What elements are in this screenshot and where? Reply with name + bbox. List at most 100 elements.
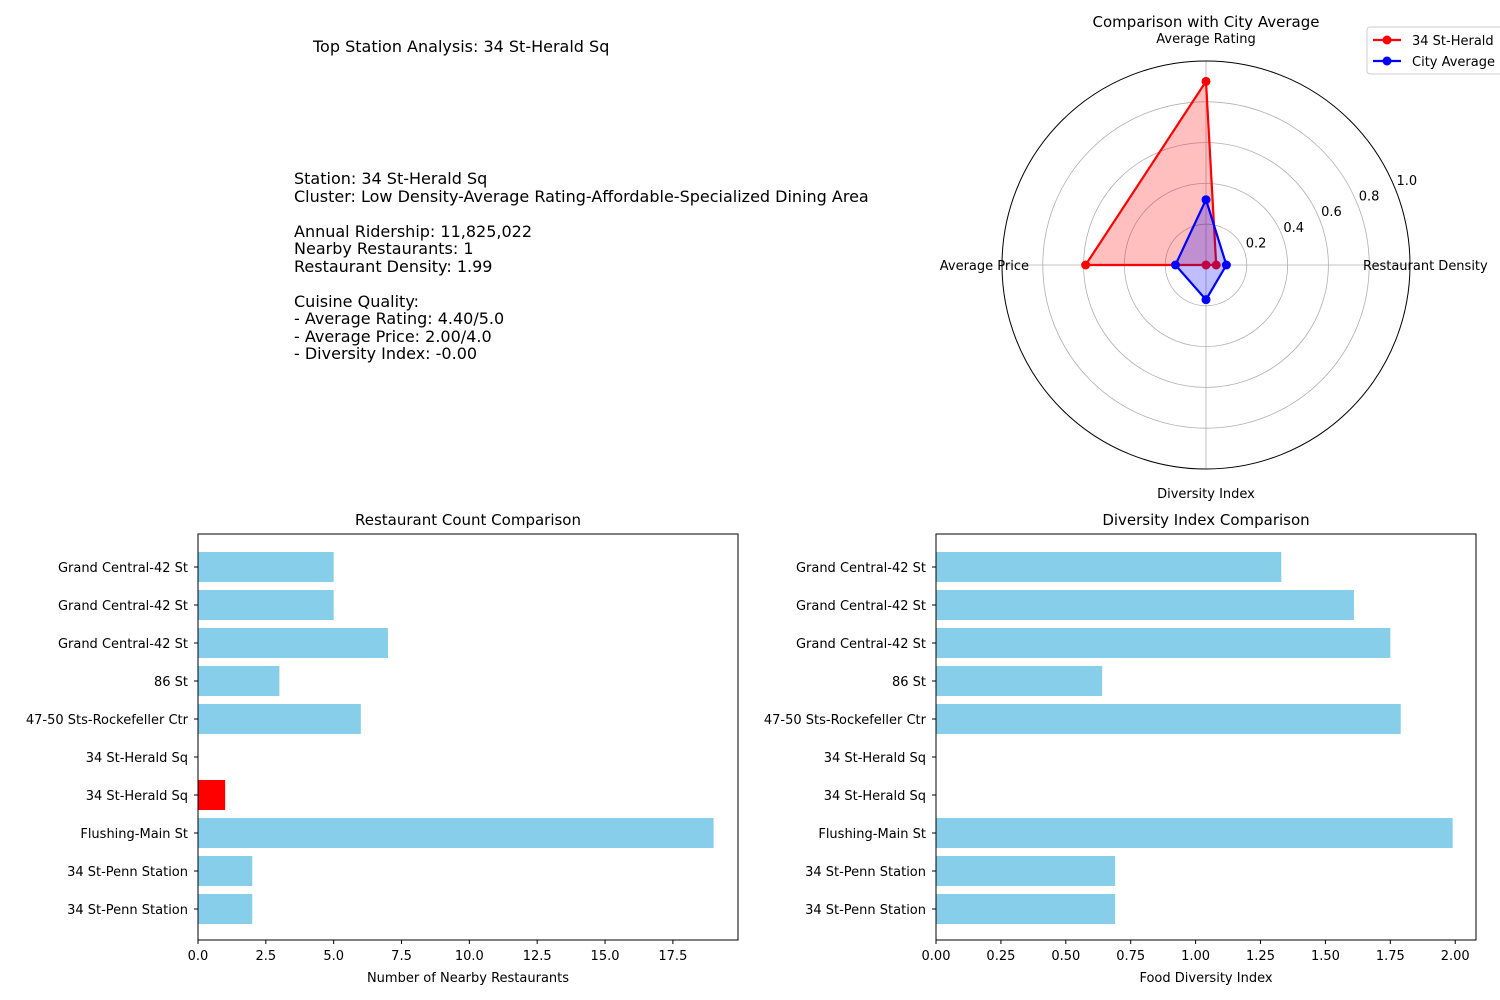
bar bbox=[936, 894, 1116, 924]
plot-frame bbox=[197, 533, 739, 941]
x-axis-label: Food Diversity Index bbox=[1139, 971, 1272, 986]
x-tick-label: 12.5 bbox=[523, 949, 552, 964]
radar-point bbox=[1201, 295, 1211, 305]
info-line: Annual Ridership: 11,825,022 bbox=[294, 221, 533, 241]
x-tick-label: 0.25 bbox=[986, 949, 1015, 964]
x-tick-label: 1.75 bbox=[1376, 949, 1405, 964]
radar-axis-label: Restaurant Density bbox=[1363, 259, 1488, 274]
x-tick-label: 2.5 bbox=[255, 949, 276, 964]
legend-marker bbox=[1382, 35, 1392, 45]
y-tick-label: 34 St-Penn Station bbox=[805, 865, 926, 880]
info-line: Cluster: Low Density-Average Rating-Affo… bbox=[294, 186, 869, 206]
y-tick-label: Grand Central-42 St bbox=[796, 561, 926, 576]
legend-label: 34 St-Herald bbox=[1412, 34, 1494, 49]
x-tick-label: 0.00 bbox=[922, 949, 951, 964]
y-tick-label: Grand Central-42 St bbox=[796, 637, 926, 652]
y-tick-label: 34 St-Herald Sq bbox=[824, 789, 926, 804]
info-line: Station: 34 St-Herald Sq bbox=[294, 169, 488, 188]
info-line: - Diversity Index: -0.00 bbox=[294, 344, 478, 363]
bar bbox=[936, 590, 1354, 620]
radar-point bbox=[1081, 260, 1091, 270]
x-tick-label: 7.5 bbox=[391, 949, 412, 964]
radar-point bbox=[1201, 195, 1211, 205]
radar-point bbox=[1201, 260, 1211, 270]
y-tick-label: 34 St-Penn Station bbox=[805, 903, 926, 918]
x-tick-label: 10.0 bbox=[455, 949, 484, 964]
bar bbox=[936, 818, 1453, 848]
bar bbox=[198, 552, 334, 582]
bar bbox=[936, 628, 1391, 658]
legend-marker bbox=[1382, 56, 1392, 66]
y-tick-label: Flushing-Main St bbox=[80, 827, 188, 842]
radar-axis-label: Diversity Index bbox=[1157, 487, 1255, 502]
radar-tick-label: 0.6 bbox=[1321, 205, 1342, 220]
x-tick-label: 0.50 bbox=[1051, 949, 1080, 964]
y-tick-label: 34 St-Herald Sq bbox=[86, 789, 188, 804]
radar-legend: 34 St-Herald City Average bbox=[1366, 26, 1500, 75]
x-tick-label: 0.0 bbox=[188, 949, 209, 964]
bar bbox=[198, 780, 226, 810]
info-title: Top Station Analysis: 34 St-Herald Sq bbox=[313, 37, 610, 56]
y-tick-label: 34 St-Herald Sq bbox=[86, 751, 188, 766]
radar-point bbox=[1221, 260, 1231, 270]
radar-axis-label: Average Rating bbox=[1156, 32, 1255, 47]
y-tick-label: 34 St-Penn Station bbox=[67, 903, 188, 918]
x-tick-label: 17.5 bbox=[658, 949, 687, 964]
radar-point bbox=[1201, 76, 1211, 86]
y-tick-label: 34 St-Herald Sq bbox=[824, 751, 926, 766]
radar-tick-label: 0.4 bbox=[1283, 221, 1304, 236]
x-tick-label: 15.0 bbox=[591, 949, 620, 964]
x-tick-label: 1.50 bbox=[1311, 949, 1340, 964]
bar bbox=[198, 704, 361, 734]
info-line: Nearby Restaurants: 1 bbox=[294, 239, 474, 258]
bar bbox=[936, 552, 1282, 582]
y-tick-label: Grand Central-42 St bbox=[58, 561, 188, 576]
plot-frame bbox=[935, 533, 1477, 941]
bar bbox=[936, 666, 1103, 696]
x-tick-label: 5.0 bbox=[323, 949, 344, 964]
legend-label: City Average bbox=[1412, 55, 1495, 70]
x-tick-label: 2.00 bbox=[1441, 949, 1470, 964]
bar bbox=[198, 590, 334, 620]
radar-chart: 0.2 0.4 0.6 0.8 1.0 Restaurant Density Average… bbox=[940, 13, 1500, 502]
y-tick-label: Flushing-Main St bbox=[818, 827, 926, 842]
radar-axis-label: Average Price bbox=[940, 259, 1029, 274]
radar-tick-label: 0.8 bbox=[1359, 190, 1380, 205]
radar-point bbox=[1170, 260, 1180, 270]
radar-frame bbox=[1001, 60, 1411, 470]
x-tick-label: 1.00 bbox=[1181, 949, 1210, 964]
x-tick-label: 1.25 bbox=[1246, 949, 1275, 964]
info-line: - Average Rating: 4.40/5.0 bbox=[294, 309, 505, 328]
bar bbox=[198, 666, 280, 696]
diversity-index-chart: Grand Central-42 St Grand Central-42 St Gr… bbox=[764, 511, 1477, 986]
y-tick-label: 34 St-Penn Station bbox=[67, 865, 188, 880]
radar-tick-label: 1.0 bbox=[1396, 174, 1417, 189]
x-tick-label: 0.75 bbox=[1116, 949, 1145, 964]
y-tick-label: 86 St bbox=[892, 675, 926, 690]
y-tick-label: Grand Central-42 St bbox=[58, 637, 188, 652]
radar-point bbox=[1211, 260, 1221, 270]
y-tick-label: 47-50 Sts-Rockefeller Ctr bbox=[764, 713, 927, 728]
y-tick-label: 86 St bbox=[154, 675, 188, 690]
bar bbox=[198, 894, 253, 924]
info-line: - Average Price: 2.00/4.0 bbox=[294, 326, 492, 346]
info-line: Cuisine Quality: bbox=[294, 291, 420, 311]
legend-box bbox=[1366, 26, 1500, 75]
bar bbox=[198, 628, 388, 658]
info-line: Restaurant Density: 1.99 bbox=[294, 256, 493, 276]
y-tick-label: 47-50 Sts-Rockefeller Ctr bbox=[26, 713, 189, 728]
bar bbox=[198, 818, 714, 848]
y-tick-label: Grand Central-42 St bbox=[796, 599, 926, 614]
radar-tick-label: 0.2 bbox=[1246, 236, 1267, 251]
bar bbox=[198, 856, 253, 886]
bar bbox=[936, 856, 1116, 886]
radar-series-fill bbox=[1085, 81, 1217, 266]
y-tick-label: Grand Central-42 St bbox=[58, 599, 188, 614]
radar-title: Comparison with City Average bbox=[1093, 13, 1320, 31]
chart-title: Restaurant Count Comparison bbox=[355, 511, 581, 529]
restaurant-count-chart: Grand Central-42 St Grand Central-42 St Gr… bbox=[26, 511, 739, 986]
bar bbox=[936, 704, 1401, 734]
x-axis-label: Number of Nearby Restaurants bbox=[367, 971, 569, 986]
chart-title: Diversity Index Comparison bbox=[1102, 511, 1309, 529]
